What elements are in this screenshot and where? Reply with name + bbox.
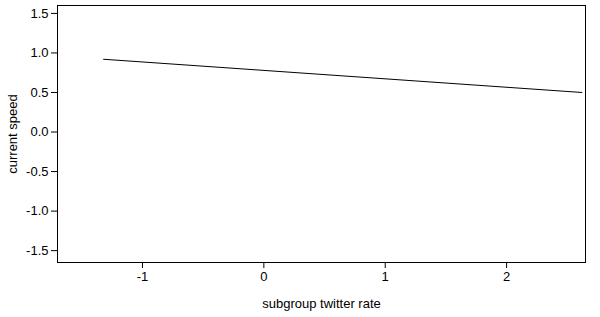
svg-text:1.0: 1.0 bbox=[30, 45, 48, 60]
svg-text:0.5: 0.5 bbox=[30, 85, 48, 100]
svg-text:0.0: 0.0 bbox=[30, 124, 48, 139]
svg-text:-1: -1 bbox=[137, 269, 149, 284]
svg-text:1: 1 bbox=[382, 269, 389, 284]
svg-text:-1.5: -1.5 bbox=[26, 243, 48, 258]
svg-text:subgroup twitter rate: subgroup twitter rate bbox=[262, 296, 381, 311]
svg-text:current speed: current speed bbox=[5, 94, 20, 174]
svg-text:-0.5: -0.5 bbox=[26, 164, 48, 179]
svg-text:-1.0: -1.0 bbox=[26, 203, 48, 218]
svg-text:1.5: 1.5 bbox=[30, 6, 48, 21]
svg-text:0: 0 bbox=[260, 269, 267, 284]
svg-text:2: 2 bbox=[503, 269, 510, 284]
